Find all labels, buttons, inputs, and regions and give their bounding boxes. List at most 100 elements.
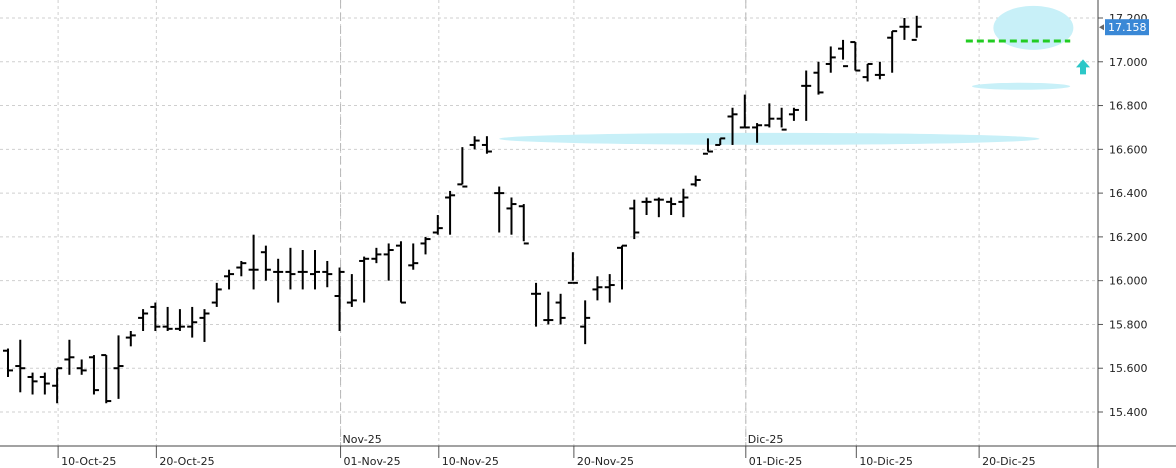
ohlc-bar <box>617 244 627 290</box>
ohlc-bar <box>371 247 382 264</box>
ohlc-bar <box>776 107 787 131</box>
ohlc-bar <box>531 282 542 327</box>
ohlc-bar <box>273 258 284 303</box>
highlight-ellipses <box>499 5 1074 145</box>
x-tick-label: 20-Dic-25 <box>982 455 1036 468</box>
ohlc-bar <box>801 70 812 121</box>
ohlc-bar <box>555 293 566 325</box>
ohlc-bar <box>346 274 357 307</box>
ohlc-bar <box>432 215 443 235</box>
ohlc-bar <box>874 61 885 80</box>
ohlc-bar <box>408 243 419 270</box>
ohlc-bar <box>813 61 824 95</box>
ohlc-bar <box>64 339 75 375</box>
y-tick-label: 16.800 <box>1109 100 1148 113</box>
ohlc-bar <box>297 250 308 290</box>
ohlc-bar <box>187 306 198 338</box>
ohlc-bar <box>260 245 271 281</box>
ohlc-bar <box>445 190 456 235</box>
ohlc-bar <box>52 367 63 404</box>
x-tick-label: 20-Oct-25 <box>159 455 214 468</box>
ohlc-bar <box>678 188 689 218</box>
ohlc-bar <box>211 282 222 307</box>
ohlc-bar <box>862 62 873 82</box>
y-tick-label: 16.000 <box>1109 275 1148 288</box>
ohlc-bar <box>481 136 492 154</box>
last-price-pointer <box>1099 24 1104 31</box>
price-bars <box>3 15 922 404</box>
grid-lines <box>0 0 1098 446</box>
ohlc-bar <box>322 260 333 288</box>
ohlc-bar <box>310 250 320 290</box>
ohlc-bar <box>469 136 480 150</box>
ohlc-bar <box>359 256 370 303</box>
ohlc-bar <box>641 197 652 215</box>
ohlc-bar <box>518 204 529 245</box>
ohlc-bar <box>838 39 849 68</box>
ohlc-bar <box>88 355 99 395</box>
ohlc-bar <box>666 197 677 215</box>
last-price-label: 17.158 <box>1108 21 1147 34</box>
low-highlight <box>971 82 1071 90</box>
ohlc-bar <box>224 269 235 290</box>
ohlc-bar <box>887 30 898 73</box>
ohlc-bar <box>113 335 124 399</box>
support-highlight <box>499 132 1040 145</box>
ohlc-bar <box>567 252 578 284</box>
ohlc-bar <box>334 267 345 332</box>
ohlc-bar <box>101 354 112 404</box>
ohlc-bar <box>752 123 763 143</box>
ohlc-bar <box>15 339 26 393</box>
ohlc-bar <box>604 274 615 303</box>
y-tick-label: 15.600 <box>1109 362 1148 375</box>
ohlc-bar <box>911 15 922 41</box>
ohlc-bar <box>383 243 394 281</box>
y-tick-label: 16.200 <box>1109 231 1148 244</box>
ohlc-bar <box>592 276 603 301</box>
y-tick-label: 16.600 <box>1109 143 1148 156</box>
month-label: Dic-25 <box>748 433 784 446</box>
ohlc-bar <box>3 348 13 377</box>
ohlc-bar <box>76 359 87 375</box>
ohlc-bar <box>150 302 161 332</box>
x-tick-label: 20-Nov-25 <box>577 455 634 468</box>
ohlc-bar <box>629 199 640 240</box>
top-highlight <box>993 5 1074 50</box>
ohlc-bar <box>138 309 149 332</box>
ohlc-bar <box>825 46 836 73</box>
ohlc-bar <box>27 372 38 395</box>
ohlc-bar <box>543 291 554 325</box>
ohlc-bar <box>764 103 775 128</box>
ohlc-bar <box>739 94 750 129</box>
ohlc-bar <box>690 175 701 187</box>
x-axis: 10-Oct-25 20-Oct-25 01-Nov-25 10-Nov-25 20-N… <box>0 433 1176 468</box>
ohlc-bar <box>420 236 431 255</box>
ohlc-bar <box>457 147 468 188</box>
ohlc-bar <box>506 197 517 235</box>
ohlc-bar <box>248 234 259 290</box>
up-arrow-icon <box>1076 59 1090 75</box>
ohlc-bar <box>395 241 406 304</box>
ohlc-bar <box>580 300 591 345</box>
ohlc-bar <box>850 41 861 72</box>
ohlc-bar <box>285 247 296 290</box>
x-tick-label: 01-Dic-25 <box>749 455 803 468</box>
x-tick-label: 10-Dic-25 <box>859 455 913 468</box>
ohlc-bar <box>715 137 726 146</box>
x-tick-label: 01-Nov-25 <box>344 455 401 468</box>
ohlc-bar <box>236 260 247 277</box>
ohlc-bar <box>702 138 713 155</box>
annotations <box>965 39 1090 75</box>
ohlc-bar <box>162 306 173 332</box>
last-price-box <box>1105 19 1149 36</box>
ohlc-bar <box>899 18 910 40</box>
x-tick-label: 10-Nov-25 <box>442 455 499 468</box>
ohlc-bar <box>494 186 505 233</box>
x-tick-label: 10-Oct-25 <box>61 455 116 468</box>
ohlc-bar <box>199 309 210 342</box>
y-tick-label: 15.800 <box>1109 318 1148 331</box>
ohlc-bar <box>39 372 50 395</box>
y-tick-label: 17.000 <box>1109 56 1148 69</box>
ohlc-bar <box>727 107 738 145</box>
